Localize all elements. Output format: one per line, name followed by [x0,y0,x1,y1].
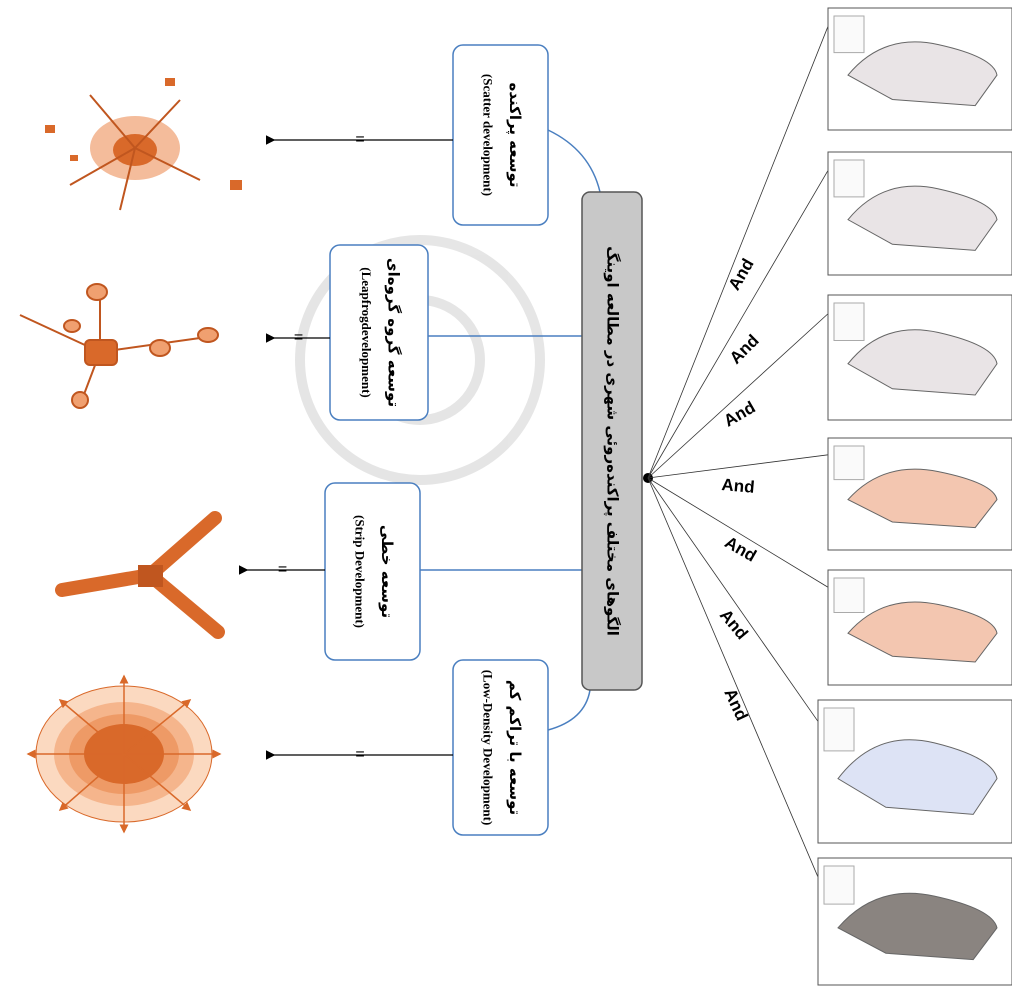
box-title: توسعه پراکنده [505,82,524,187]
map-area [837,739,998,815]
link-line [647,477,829,588]
map-legend [833,445,865,481]
map-area [847,329,998,396]
map-legend [823,865,855,905]
shape-low-density [26,674,222,834]
shape-scatter [45,78,242,211]
link-line [647,454,829,479]
box-title: توسعه گروه گروه‌ای [385,258,403,407]
and-label: And [716,606,752,644]
box-title: توسعه با تراکم کم [506,680,524,815]
map-legend [833,577,865,613]
link-line [647,313,829,479]
box [324,482,421,661]
connectors [420,129,601,731]
box-subtitle: (Leapfrogdevelopment) [359,267,374,397]
map-area [847,185,998,251]
map-area [837,892,998,961]
link-line [647,170,829,479]
box-subtitle: (Low-Density Development) [481,670,496,826]
box-title: توسعه خطی [378,525,396,618]
link-line [647,477,819,878]
shape-leapfrog [19,283,219,409]
and-label: And [721,533,759,566]
and-label: And [726,331,763,368]
map-area [847,601,998,663]
map-area [847,468,998,529]
and-label: And [720,398,758,431]
shape-strip [55,511,225,639]
link-line [647,26,829,479]
map-area [847,41,998,107]
center-title: الگوهای مختلف پراکنده‌روئی شهری در مطالع… [603,246,622,636]
and-label: And [725,255,758,293]
and-label: And [720,686,751,724]
box [452,659,549,836]
equals-label: = [355,746,364,763]
equals-label: = [294,329,303,346]
and-label: And [721,475,756,497]
link-line [647,477,819,722]
box-subtitle: (Strip Development) [353,515,368,628]
map-legend [823,707,855,752]
box [452,44,549,226]
map-legend [833,159,865,198]
map-legend [833,302,865,341]
box [329,244,429,421]
equals-label: = [278,561,287,578]
equals-label: = [355,131,364,148]
box-subtitle: (Scatter development) [481,74,496,196]
center-box [581,191,643,691]
map-legend [833,15,865,54]
